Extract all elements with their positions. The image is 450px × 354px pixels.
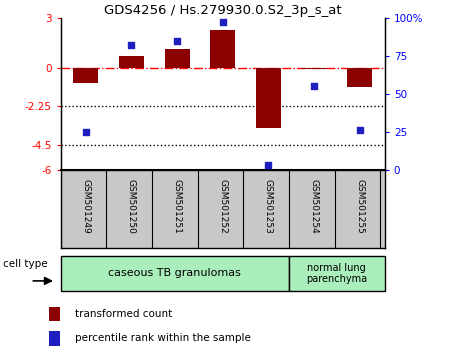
Text: normal lung
parenchyma: normal lung parenchyma	[306, 263, 367, 284]
Bar	[256, 68, 281, 129]
Bar	[73, 68, 99, 83]
Text: cell type: cell type	[3, 259, 48, 269]
Bar	[50, 307, 60, 321]
Text: caseous TB granulomas: caseous TB granulomas	[108, 268, 241, 279]
Text: GSM501253: GSM501253	[264, 179, 273, 234]
Text: GSM501254: GSM501254	[310, 179, 319, 234]
Bar	[210, 29, 235, 68]
Text: transformed count: transformed count	[75, 309, 172, 319]
Text: GSM501249: GSM501249	[81, 179, 90, 234]
FancyBboxPatch shape	[289, 256, 385, 291]
Point	[310, 83, 318, 89]
Point	[174, 38, 181, 44]
Text: GSM501250: GSM501250	[127, 179, 136, 234]
Point	[265, 162, 272, 168]
Text: GSM501252: GSM501252	[218, 179, 227, 234]
Text: percentile rank within the sample: percentile rank within the sample	[75, 333, 251, 343]
Bar	[302, 68, 327, 69]
Point	[128, 42, 135, 48]
Bar	[347, 68, 372, 87]
Title: GDS4256 / Hs.279930.0.S2_3p_s_at: GDS4256 / Hs.279930.0.S2_3p_s_at	[104, 4, 342, 17]
Bar	[165, 49, 189, 68]
Text: GSM501251: GSM501251	[173, 179, 182, 234]
Bar	[50, 331, 60, 346]
Bar	[119, 56, 144, 68]
FancyBboxPatch shape	[61, 256, 289, 291]
Point	[219, 19, 226, 25]
Point	[356, 127, 363, 133]
Point	[82, 129, 90, 135]
Text: GSM501255: GSM501255	[355, 179, 364, 234]
